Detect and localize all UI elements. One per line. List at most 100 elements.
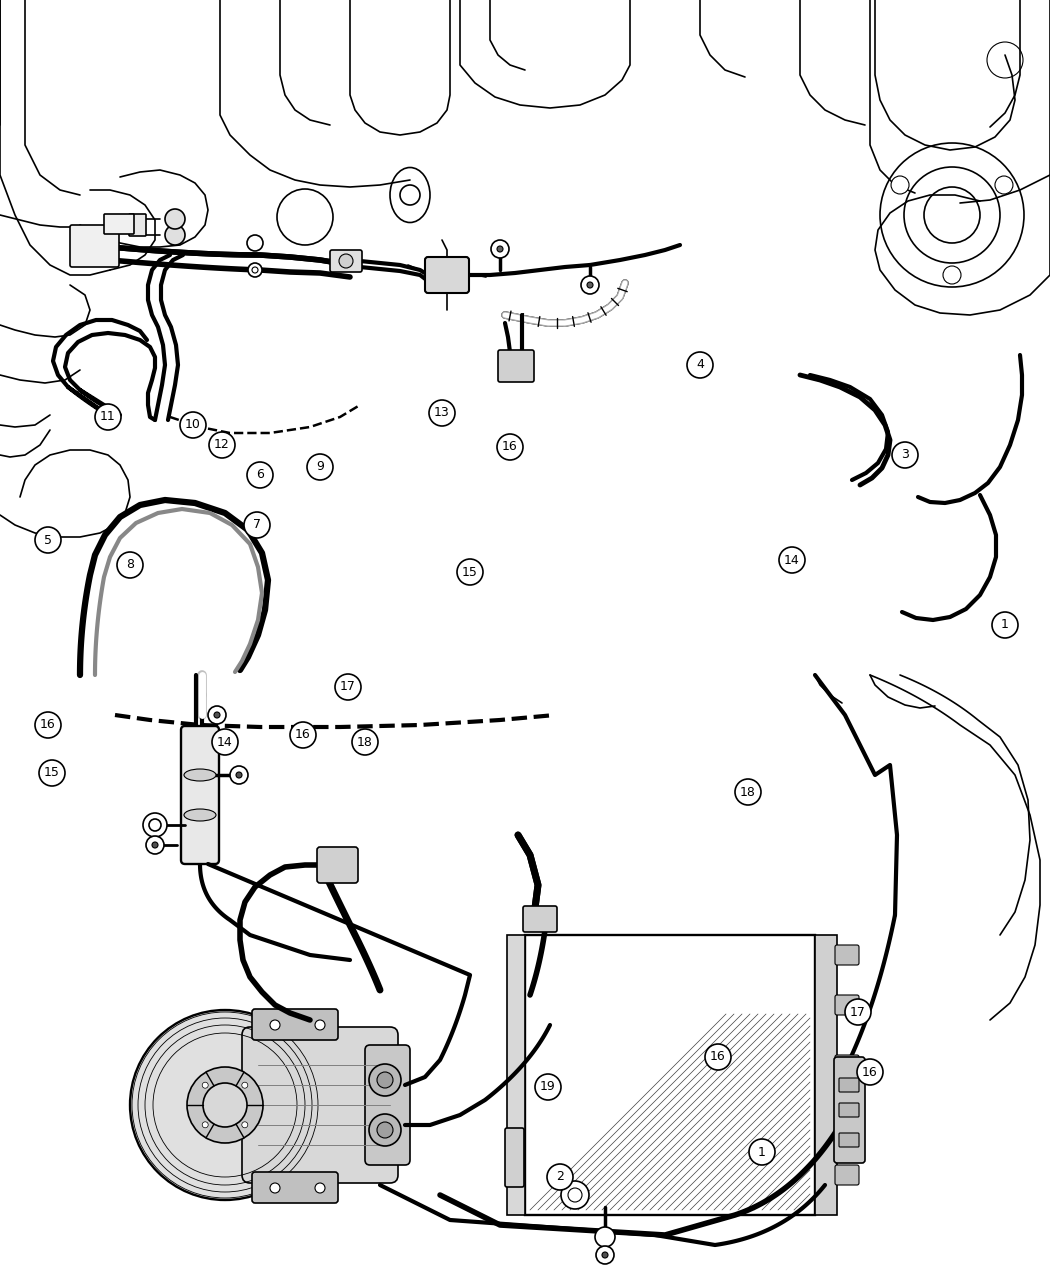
Text: 16: 16	[295, 728, 311, 742]
Circle shape	[457, 558, 483, 585]
FancyBboxPatch shape	[523, 907, 556, 932]
Circle shape	[39, 760, 65, 785]
Circle shape	[595, 1227, 615, 1247]
Circle shape	[244, 513, 270, 538]
Circle shape	[209, 432, 235, 458]
Text: 11: 11	[100, 411, 116, 423]
FancyBboxPatch shape	[834, 1057, 865, 1163]
Text: 14: 14	[784, 553, 800, 566]
Circle shape	[130, 1010, 320, 1200]
Circle shape	[214, 711, 220, 718]
Circle shape	[596, 1246, 614, 1264]
Circle shape	[180, 412, 206, 439]
Text: 6: 6	[256, 468, 264, 482]
Circle shape	[891, 176, 909, 194]
FancyBboxPatch shape	[835, 994, 859, 1015]
FancyBboxPatch shape	[70, 224, 119, 266]
Circle shape	[735, 779, 761, 805]
Circle shape	[581, 275, 598, 295]
FancyBboxPatch shape	[252, 1172, 338, 1204]
Circle shape	[497, 246, 503, 252]
Circle shape	[236, 771, 242, 778]
Circle shape	[561, 1181, 589, 1209]
Circle shape	[307, 454, 333, 479]
Circle shape	[35, 527, 61, 553]
Circle shape	[705, 1044, 731, 1070]
Circle shape	[270, 1020, 280, 1030]
Text: 16: 16	[502, 440, 518, 454]
Circle shape	[242, 1082, 248, 1088]
FancyBboxPatch shape	[252, 1009, 338, 1040]
Circle shape	[242, 1122, 248, 1128]
Circle shape	[149, 819, 161, 831]
Text: 19: 19	[540, 1080, 555, 1094]
Circle shape	[203, 1082, 208, 1088]
Circle shape	[187, 1067, 262, 1142]
Circle shape	[315, 1020, 326, 1030]
FancyBboxPatch shape	[425, 258, 469, 293]
Circle shape	[369, 1114, 401, 1146]
Text: 1: 1	[1001, 618, 1009, 631]
Circle shape	[290, 722, 316, 748]
Circle shape	[892, 442, 918, 468]
Circle shape	[547, 1164, 573, 1190]
Text: 9: 9	[316, 460, 324, 473]
Circle shape	[352, 729, 378, 755]
Circle shape	[146, 836, 164, 854]
FancyBboxPatch shape	[835, 1165, 859, 1184]
Text: 16: 16	[862, 1066, 878, 1079]
Text: 18: 18	[357, 736, 373, 748]
Text: 17: 17	[340, 681, 356, 694]
Ellipse shape	[184, 769, 216, 782]
FancyBboxPatch shape	[181, 725, 219, 864]
Text: 7: 7	[253, 519, 261, 532]
Circle shape	[248, 263, 262, 277]
FancyBboxPatch shape	[317, 847, 358, 884]
Circle shape	[377, 1072, 393, 1088]
Text: 8: 8	[126, 558, 134, 571]
Text: 14: 14	[217, 736, 233, 748]
FancyBboxPatch shape	[839, 1077, 859, 1091]
Circle shape	[491, 240, 509, 258]
Text: 10: 10	[185, 418, 201, 431]
Circle shape	[143, 813, 167, 836]
Text: 12: 12	[214, 439, 230, 451]
Text: 15: 15	[44, 766, 60, 779]
FancyBboxPatch shape	[839, 1133, 859, 1148]
Circle shape	[270, 1183, 280, 1193]
Text: 13: 13	[434, 407, 449, 419]
Circle shape	[429, 400, 455, 426]
Circle shape	[35, 711, 61, 738]
FancyBboxPatch shape	[104, 214, 134, 235]
Circle shape	[779, 547, 805, 572]
Circle shape	[339, 254, 353, 268]
Circle shape	[315, 1183, 326, 1193]
Ellipse shape	[184, 810, 216, 821]
Circle shape	[497, 434, 523, 460]
Circle shape	[992, 612, 1018, 638]
FancyBboxPatch shape	[498, 351, 534, 382]
Circle shape	[995, 176, 1013, 194]
Circle shape	[165, 209, 185, 230]
FancyBboxPatch shape	[129, 214, 146, 236]
Circle shape	[536, 1074, 561, 1100]
Circle shape	[568, 1188, 582, 1202]
Text: 15: 15	[462, 566, 478, 579]
Circle shape	[117, 552, 143, 578]
Text: 1: 1	[758, 1145, 765, 1159]
Bar	[525, 935, 815, 1215]
Text: 18: 18	[740, 785, 756, 798]
Bar	[507, 935, 525, 1215]
FancyBboxPatch shape	[835, 945, 859, 965]
Circle shape	[335, 674, 361, 700]
Circle shape	[749, 1139, 775, 1165]
Text: 2: 2	[556, 1170, 564, 1183]
FancyBboxPatch shape	[839, 1103, 859, 1117]
Circle shape	[152, 842, 158, 848]
Circle shape	[687, 352, 713, 377]
Text: 16: 16	[710, 1051, 726, 1063]
Circle shape	[943, 266, 961, 284]
Circle shape	[377, 1122, 393, 1139]
FancyBboxPatch shape	[365, 1046, 410, 1165]
Text: 5: 5	[44, 533, 52, 547]
